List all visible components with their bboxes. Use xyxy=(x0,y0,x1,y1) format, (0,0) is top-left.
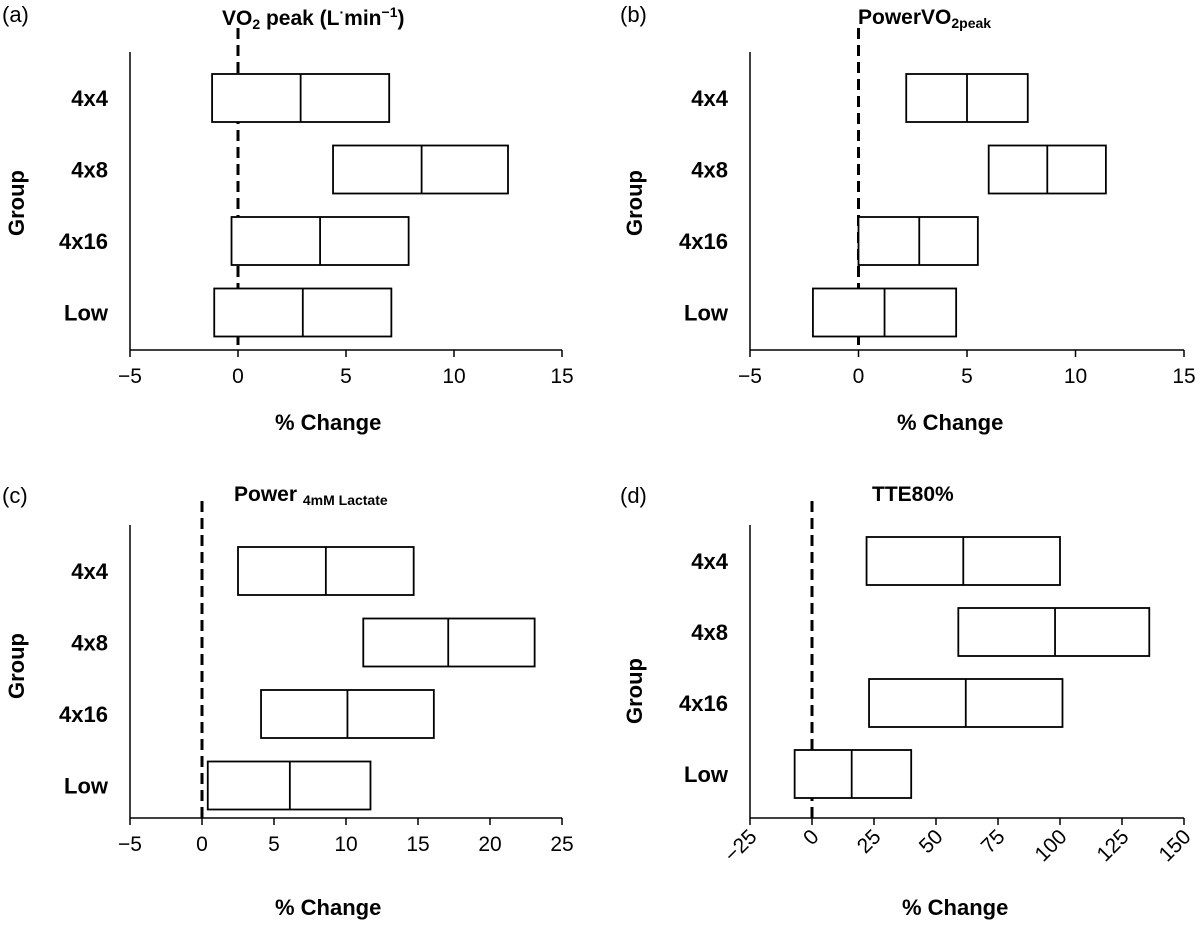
plot-area: −25 0 25 50 75 100 125 150 4x4 4x8 4x16 Low xyxy=(679,501,1196,867)
x-tick-label: 0 xyxy=(799,825,824,850)
chart-title: PowerVO2peak xyxy=(858,6,992,31)
category-label: Low xyxy=(64,301,109,326)
box xyxy=(857,216,979,266)
chart-panel-b: (b) PowerVO2peak Group % Change −5 0 5 10 15… xyxy=(600,0,1200,463)
x-tick-label: 15 xyxy=(550,365,573,388)
category-label: Low xyxy=(684,762,729,787)
x-tick-label: 10 xyxy=(442,365,465,388)
x-tick-label: 5 xyxy=(268,833,280,856)
x-tick-label: −5 xyxy=(118,365,142,388)
x-tick-label: 100 xyxy=(1030,825,1071,866)
x-tick-label: 150 xyxy=(1154,825,1195,866)
x-tick-label: −5 xyxy=(118,833,142,856)
x-tick-label: 25 xyxy=(550,833,573,856)
x-tick-label: 15 xyxy=(1172,365,1195,388)
x-tick-label: 5 xyxy=(961,365,973,388)
panel-letter: (b) xyxy=(620,2,647,27)
category-label: 4x16 xyxy=(59,229,108,254)
x-tick-label: 10 xyxy=(1064,365,1087,388)
x-tick-label: 75 xyxy=(977,825,1010,858)
x-tick-label: 125 xyxy=(1092,825,1133,866)
chart-title: Power 4mM Lactate xyxy=(234,483,388,508)
category-label: 4x4 xyxy=(71,559,108,584)
plot-area: −5 0 5 10 15 4x4 4x8 4x16 Low xyxy=(679,28,1196,388)
category-label: 4x4 xyxy=(71,86,108,111)
x-tick-label: 15 xyxy=(406,833,429,856)
box xyxy=(793,749,913,799)
category-label: Low xyxy=(64,774,109,799)
chart-panel-d: (d) TTE80% Group % Change −25 0 25 50 75 100 1… xyxy=(600,463,1200,926)
chart-panel-c: (c) Power 4mM Lactate Group % Change −5 0… xyxy=(0,463,600,926)
chart-title: TTE80% xyxy=(872,483,954,506)
category-label: Low xyxy=(684,301,729,326)
chart-panel-a: (a) VO2 peak (L·min−1) Group % Change −5… xyxy=(0,0,600,463)
x-axis-label: % Change xyxy=(902,895,1009,920)
x-axis-label: % Change xyxy=(897,410,1004,435)
category-label: 4x16 xyxy=(679,691,728,716)
x-tick-label: 5 xyxy=(340,365,352,388)
x-tick-label: 25 xyxy=(853,825,886,858)
category-label: 4x4 xyxy=(691,86,728,111)
plot-area: −5 0 5 10 15 4x4 4x8 4x16 Low xyxy=(59,28,574,388)
box xyxy=(957,607,1151,657)
x-tick-label: −5 xyxy=(738,365,762,388)
x-tick-label: 10 xyxy=(334,833,357,856)
category-label: 4x4 xyxy=(691,549,728,574)
panel-letter: (d) xyxy=(620,483,647,508)
x-tick-label: 0 xyxy=(196,833,208,856)
panel-letter: (a) xyxy=(2,2,29,27)
x-tick-label: 0 xyxy=(853,365,865,388)
category-label: 4x8 xyxy=(691,158,728,183)
category-label: 4x8 xyxy=(691,620,728,645)
category-label: 4x8 xyxy=(71,158,108,183)
x-tick-label: 20 xyxy=(478,833,501,856)
box xyxy=(332,144,509,195)
x-axis-label: % Change xyxy=(275,410,382,435)
x-axis-label: % Change xyxy=(275,895,382,920)
category-label: 4x8 xyxy=(71,631,108,656)
x-tick-label: −25 xyxy=(720,825,761,866)
x-tick-label: 0 xyxy=(232,365,244,388)
category-label: 4x16 xyxy=(679,229,728,254)
chart-title: VO2 peak (L·min−1) xyxy=(222,4,405,32)
panel-letter: (c) xyxy=(2,483,28,508)
category-label: 4x16 xyxy=(59,702,108,727)
plot-area: −5 0 5 10 15 20 25 4x4 4x8 4x16 Low xyxy=(59,501,574,856)
x-tick-label: 50 xyxy=(915,825,948,858)
